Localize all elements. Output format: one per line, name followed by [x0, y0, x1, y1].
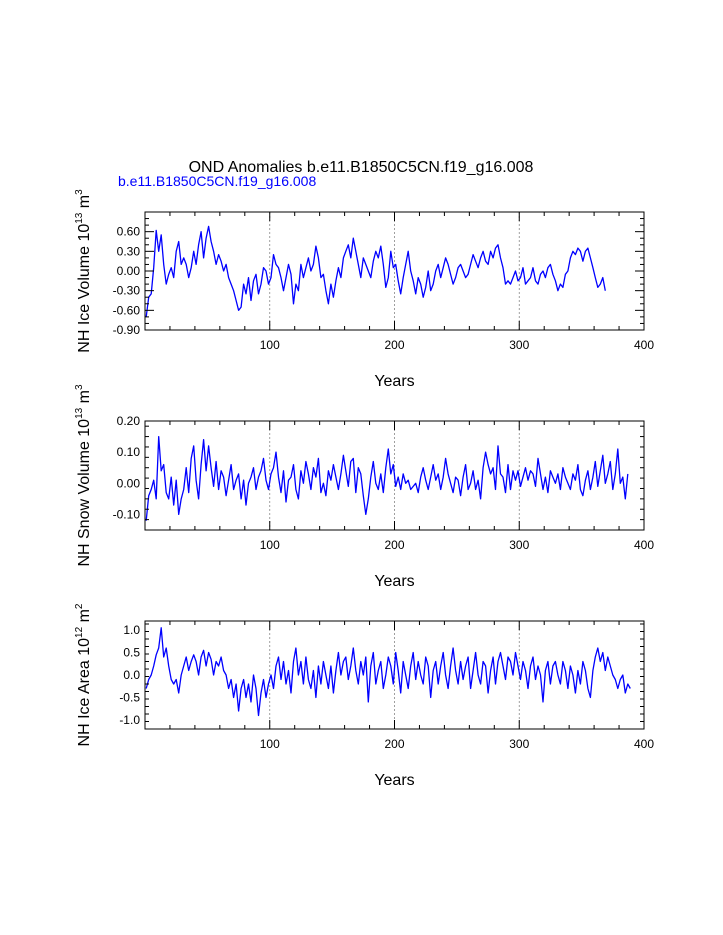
x-tick-label: 300 [509, 338, 529, 352]
y-axis-label-text: NH Snow Volume 10 [76, 419, 93, 567]
y-axis-label-superscript: 12 [74, 626, 85, 638]
y-tick-label: 0.20 [117, 414, 141, 428]
series-line [145, 627, 631, 717]
y-tick-label: -0.10 [113, 507, 141, 521]
y-tick-label: -0.60 [113, 303, 141, 317]
y-tick-label: 0.60 [117, 225, 141, 239]
y-tick-label: -0.5 [119, 691, 140, 705]
y-axis-label-superscript: 13 [74, 212, 85, 224]
y-tick-label: 0.5 [123, 646, 140, 660]
y-tick-label: -0.30 [113, 284, 141, 298]
y-axis-label-text: m [76, 195, 93, 213]
y-axis-label-superscript: 13 [74, 407, 85, 419]
x-tick-label: 100 [260, 538, 280, 552]
figure-title: OND Anomalies b.e11.B1850C5CN.f19_g16.00… [189, 159, 534, 176]
series-line [145, 435, 629, 521]
chart-panel-3: 100 200 300 400 -1.0 -0.5 0.0 0.5 1.0 Years NH Ice… [74, 603, 654, 789]
chart-panels: 100 200 300 400 -0.90 -0.60 -0.30 0.00 0.30 0.60 Y… [74, 189, 654, 789]
y-tick-label: 0.30 [117, 244, 141, 258]
y-tick-label: 0.00 [117, 264, 141, 278]
x-tick-label: 200 [384, 737, 404, 751]
y-tick-label: 1.0 [123, 623, 140, 637]
y-axis-label-text: m [76, 390, 93, 408]
y-axis-label: NH Ice Volume 1013 m3 [74, 189, 93, 353]
y-axis-label-text: m [76, 609, 93, 627]
x-tick-label: 300 [509, 538, 529, 552]
y-axis-label-text: NH Ice Volume 10 [76, 224, 93, 353]
x-axis-label: Years [374, 373, 414, 390]
y-axis-label: NH Ice Area 1012 m2 [74, 603, 93, 746]
chart-panel-2: 100 200 300 400 -0.10 0.00 0.10 0.20 Years NH Sno… [74, 384, 654, 590]
y-axis-label-text: NH Ice Area 10 [76, 638, 93, 747]
x-tick-label: 100 [260, 338, 280, 352]
y-tick-label: 0.00 [117, 476, 141, 490]
y-axis-label-superscript: 3 [74, 384, 85, 390]
y-axis-label-superscript: 3 [74, 189, 85, 195]
x-tick-label: 200 [384, 338, 404, 352]
y-tick-label: -0.90 [113, 323, 141, 337]
x-axis-label: Years [374, 772, 414, 789]
figure-subtitle: b.e11.B1850C5CN.f19_g16.008 [118, 173, 316, 189]
x-tick-label: 300 [509, 737, 529, 751]
y-tick-label: -1.0 [119, 713, 140, 727]
x-tick-label: 400 [634, 737, 654, 751]
x-tick-label: 100 [260, 737, 280, 751]
x-tick-label: 200 [384, 538, 404, 552]
y-axis-label: NH Snow Volume 1013 m3 [74, 384, 93, 567]
x-axis-label: Years [374, 573, 414, 590]
y-tick-label: 0.0 [123, 668, 140, 682]
x-tick-label: 400 [634, 538, 654, 552]
chart-panel-1: 100 200 300 400 -0.90 -0.60 -0.30 0.00 0.30 0.60 Y… [74, 189, 654, 390]
y-axis-label-superscript: 2 [74, 603, 85, 609]
x-tick-label: 400 [634, 338, 654, 352]
series-line [145, 225, 606, 317]
y-tick-label: 0.10 [117, 445, 141, 459]
